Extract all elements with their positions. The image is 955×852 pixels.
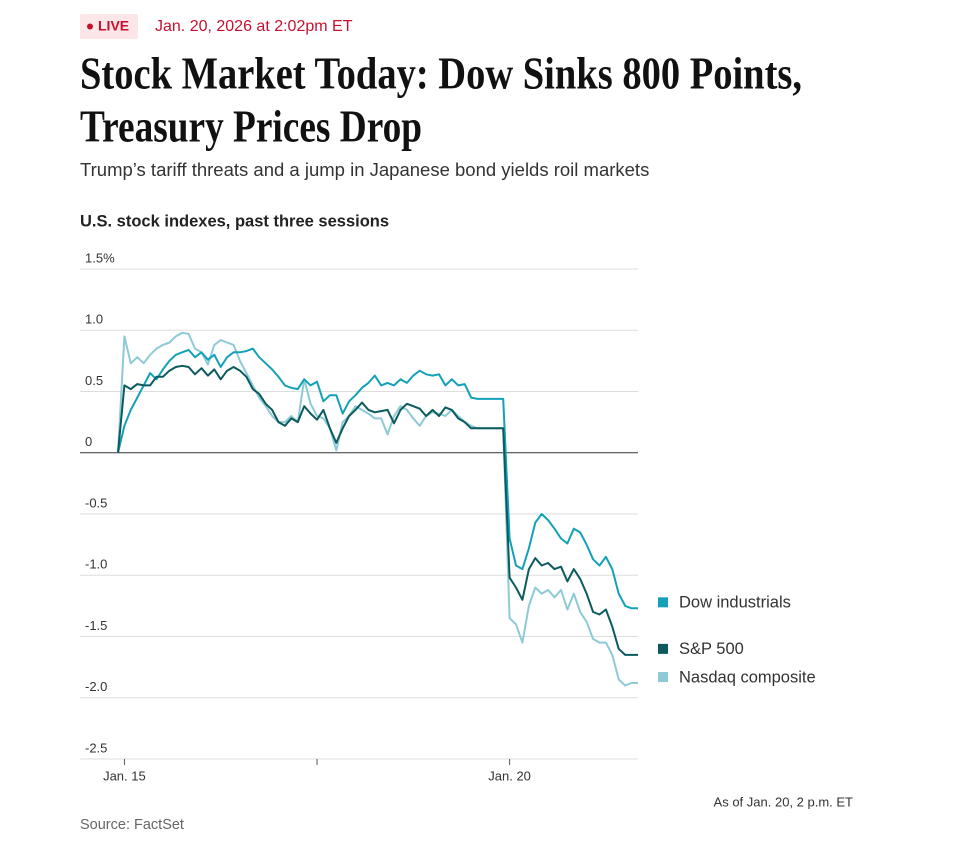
y-tick-label: 1.5%: [85, 250, 115, 265]
subtitle: Trump’s tariff threats and a jump in Jap…: [80, 159, 649, 180]
headline: Treasury Prices Drop: [80, 101, 422, 152]
y-tick-label: 1.0: [85, 312, 103, 327]
y-tick-label: -1.5: [85, 618, 107, 633]
source: Source: FactSet: [80, 817, 184, 833]
timestamp: Jan. 20, 2026 at 2:02pm ET: [155, 18, 353, 35]
x-tick-label: Jan. 15: [103, 768, 146, 783]
y-tick-label: 0: [85, 434, 92, 449]
note: As of Jan. 20, 2 p.m. ET: [714, 794, 854, 809]
legend-label: Dow industrials: [679, 594, 791, 612]
series-line: [117, 364, 638, 656]
live-dot: [87, 23, 93, 30]
chart-title: U.S. stock indexes, past three sessions: [80, 212, 389, 230]
y-tick-label: 0.5: [85, 373, 103, 388]
y-tick-label: -2.5: [85, 740, 107, 755]
series-line: [117, 331, 638, 687]
y-tick-label: -1.0: [85, 557, 107, 572]
legend-swatch: [658, 597, 668, 608]
legend-swatch: [658, 672, 668, 683]
x-tick-label: Jan. 20: [488, 768, 531, 783]
live-badge: [80, 14, 138, 39]
legend-label: Nasdaq composite: [679, 668, 816, 686]
y-tick-label: -0.5: [85, 495, 107, 510]
headline: Stock Market Today: Dow Sinks 800 Points…: [80, 48, 802, 99]
y-tick-label: -2.0: [85, 679, 107, 694]
legend-label: S&P 500: [679, 640, 744, 658]
legend-swatch: [658, 643, 668, 654]
series-line: [117, 347, 638, 610]
live-label: LIVE: [98, 18, 129, 34]
